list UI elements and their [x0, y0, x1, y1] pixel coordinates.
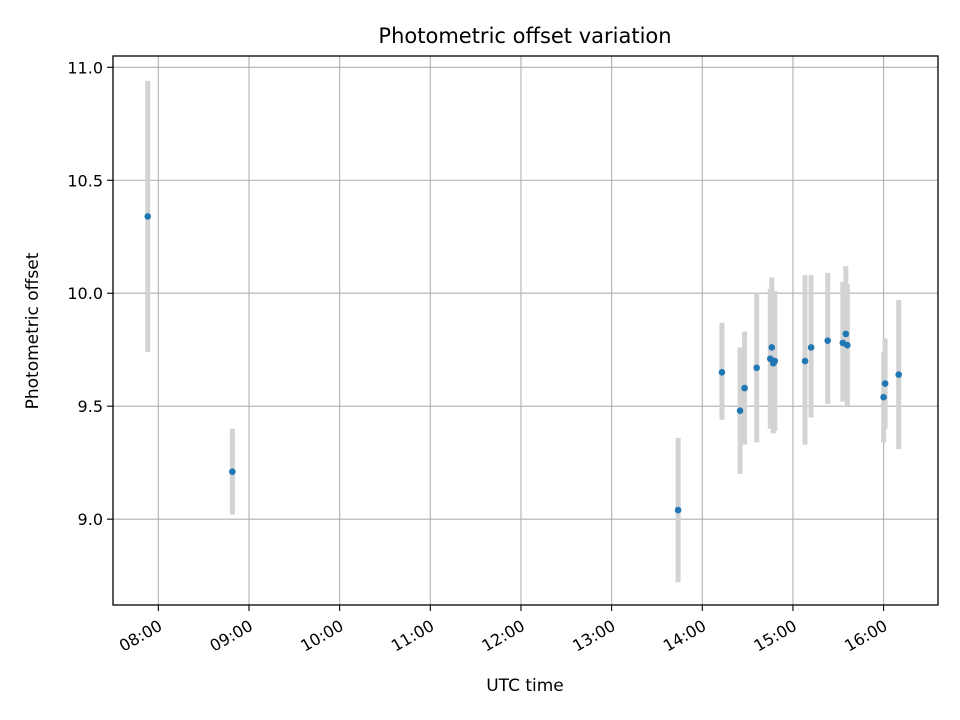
data-point: [229, 468, 236, 476]
data-point: [771, 357, 779, 365]
chart-title: Photometric offset variation: [378, 24, 671, 48]
y-tick-label: 9.5: [78, 397, 103, 416]
grid-lines: [113, 56, 938, 605]
y-axis-ticks: 9.0 9.5 10.0 10.5 11.0: [67, 58, 113, 529]
data-point: [718, 368, 726, 376]
data-point: [753, 364, 760, 372]
data-point: [674, 506, 682, 514]
data-points: [144, 213, 903, 514]
data-point: [895, 371, 903, 378]
data-point: [844, 341, 851, 349]
data-point: [881, 380, 889, 387]
y-axis-title: Photometric offset: [23, 252, 43, 409]
y-tick-label: 10.0: [67, 284, 103, 303]
data-point: [880, 393, 887, 401]
data-point: [736, 407, 744, 415]
y-tick-label: 10.5: [67, 171, 103, 190]
data-point: [768, 344, 776, 351]
data-point: [801, 357, 809, 365]
data-point: [807, 344, 815, 351]
data-point: [144, 213, 152, 220]
y-tick-label: 9.0: [78, 510, 103, 529]
x-axis-title: UTC time: [486, 676, 564, 696]
data-point: [842, 330, 850, 338]
data-point: [824, 337, 831, 344]
data-point: [741, 384, 748, 392]
plot-frame: [112, 55, 939, 606]
y-tick-label: 11.0: [67, 58, 103, 77]
